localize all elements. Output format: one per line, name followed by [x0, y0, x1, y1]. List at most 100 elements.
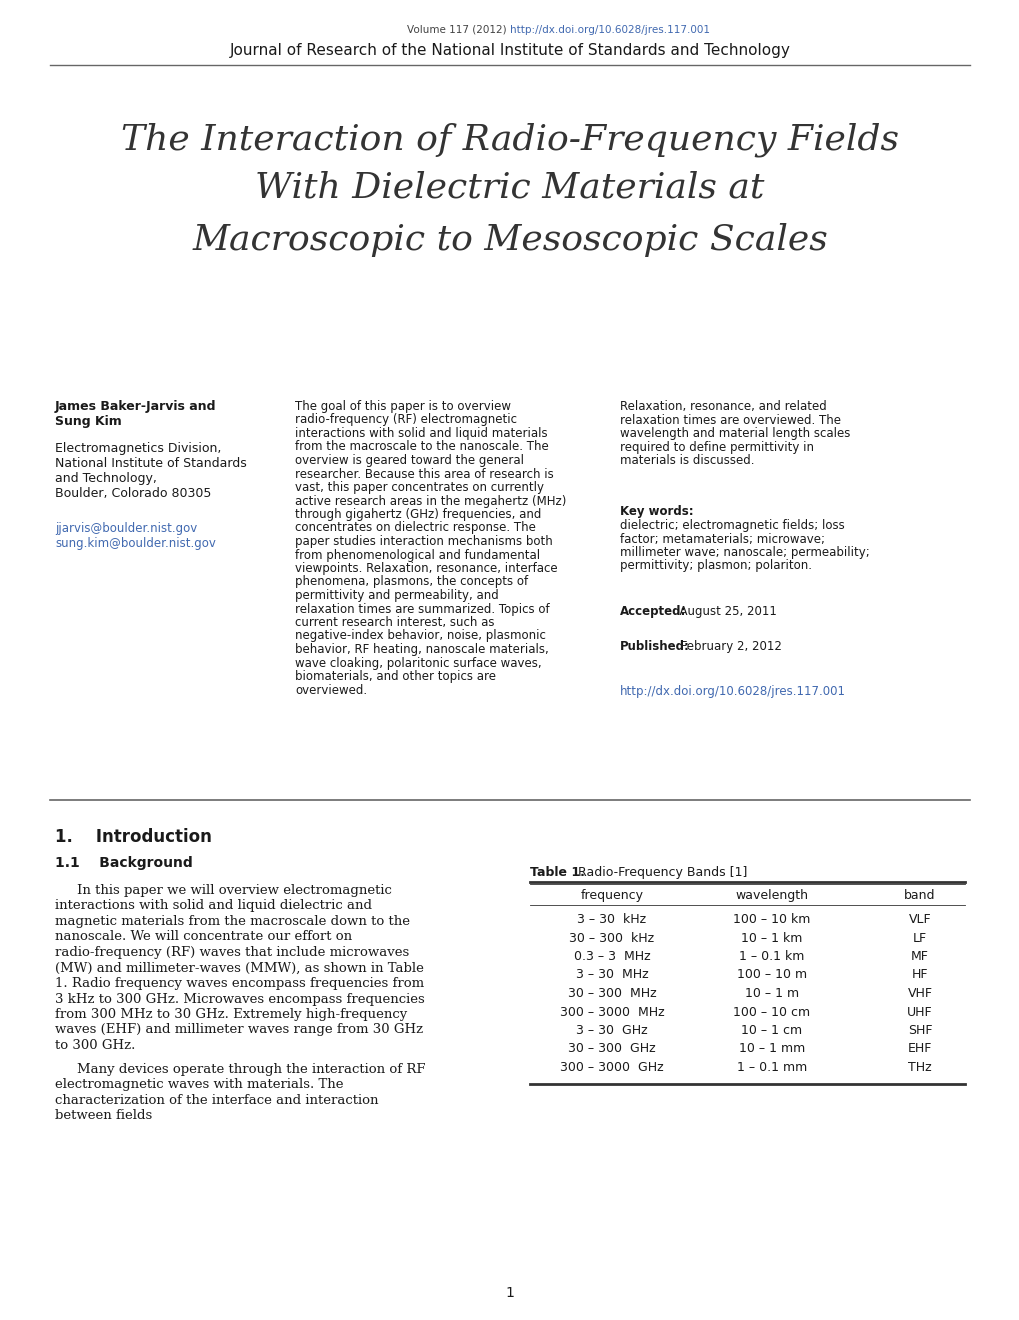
Text: behavior, RF heating, nanoscale materials,: behavior, RF heating, nanoscale material… [294, 643, 548, 656]
Text: between fields: between fields [55, 1109, 152, 1122]
Text: Journal of Research of the National Institute of Standards and Technology: Journal of Research of the National Inst… [229, 42, 790, 58]
Text: Accepted:: Accepted: [620, 605, 686, 618]
Text: frequency: frequency [580, 888, 643, 902]
Text: relaxation times are summarized. Topics of: relaxation times are summarized. Topics … [294, 602, 549, 615]
Text: biomaterials, and other topics are: biomaterials, and other topics are [294, 671, 495, 682]
Text: 300 – 3000  GHz: 300 – 3000 GHz [559, 1061, 663, 1074]
Text: electromagnetic waves with materials. The: electromagnetic waves with materials. Th… [55, 1078, 343, 1092]
Text: Radio-Frequency Bands [1]: Radio-Frequency Bands [1] [570, 866, 747, 879]
Text: and Technology,: and Technology, [55, 473, 157, 484]
Text: nanoscale. We will concentrate our effort on: nanoscale. We will concentrate our effor… [55, 931, 352, 944]
Text: millimeter wave; nanoscale; permeability;: millimeter wave; nanoscale; permeability… [620, 546, 869, 558]
Text: 3 kHz to 300 GHz. Microwaves encompass frequencies: 3 kHz to 300 GHz. Microwaves encompass f… [55, 993, 424, 1006]
Text: EHF: EHF [907, 1043, 931, 1056]
Text: radio-frequency (RF) waves that include microwaves: radio-frequency (RF) waves that include … [55, 946, 409, 960]
Text: 30 – 300  kHz: 30 – 300 kHz [569, 932, 654, 945]
Text: overviewed.: overviewed. [294, 684, 367, 697]
Text: The goal of this paper is to overview: The goal of this paper is to overview [294, 400, 511, 413]
Text: VLF: VLF [908, 913, 930, 927]
Text: materials is discussed.: materials is discussed. [620, 454, 754, 467]
Text: radio-frequency (RF) electromagnetic: radio-frequency (RF) electromagnetic [294, 413, 517, 426]
Text: National Institute of Standards: National Institute of Standards [55, 457, 247, 470]
Text: Macroscopic to Mesoscopic Scales: Macroscopic to Mesoscopic Scales [192, 223, 827, 257]
Text: to 300 GHz.: to 300 GHz. [55, 1039, 136, 1052]
Text: 1 – 0.1 km: 1 – 0.1 km [739, 950, 804, 964]
Text: phenomena, plasmons, the concepts of: phenomena, plasmons, the concepts of [294, 576, 528, 589]
Text: Key words:: Key words: [620, 506, 693, 517]
Text: LF: LF [912, 932, 926, 945]
Text: February 2, 2012: February 2, 2012 [677, 640, 782, 653]
Text: waves (EHF) and millimeter waves range from 30 GHz: waves (EHF) and millimeter waves range f… [55, 1023, 423, 1036]
Text: 30 – 300  GHz: 30 – 300 GHz [568, 1043, 655, 1056]
Text: 1: 1 [505, 1286, 514, 1300]
Text: current research interest, such as: current research interest, such as [294, 616, 494, 630]
Text: interactions with solid and liquid dielectric and: interactions with solid and liquid diele… [55, 899, 372, 912]
Text: 10 – 1 m: 10 – 1 m [744, 987, 798, 1001]
Text: overview is geared toward the general: overview is geared toward the general [294, 454, 524, 467]
Text: August 25, 2011: August 25, 2011 [672, 605, 776, 618]
Text: relaxation times are overviewed. The: relaxation times are overviewed. The [620, 413, 841, 426]
Text: negative-index behavior, noise, plasmonic: negative-index behavior, noise, plasmoni… [294, 630, 545, 643]
Text: Boulder, Colorado 80305: Boulder, Colorado 80305 [55, 487, 211, 500]
Text: wave cloaking, polaritonic surface waves,: wave cloaking, polaritonic surface waves… [294, 656, 541, 669]
Text: 100 – 10 m: 100 – 10 m [736, 969, 806, 982]
Text: 300 – 3000  MHz: 300 – 3000 MHz [559, 1006, 663, 1019]
Text: James Baker-Jarvis and: James Baker-Jarvis and [55, 400, 216, 413]
Text: Table 1.: Table 1. [530, 866, 584, 879]
Text: 3 – 30  MHz: 3 – 30 MHz [575, 969, 648, 982]
Text: 1 – 0.1 mm: 1 – 0.1 mm [736, 1061, 806, 1074]
Text: Many devices operate through the interaction of RF: Many devices operate through the interac… [76, 1063, 425, 1076]
Text: active research areas in the megahertz (MHz): active research areas in the megahertz (… [294, 495, 566, 507]
Text: (MW) and millimeter-waves (MMW), as shown in Table: (MW) and millimeter-waves (MMW), as show… [55, 961, 424, 974]
Text: permittivity; plasmon; polariton.: permittivity; plasmon; polariton. [620, 560, 811, 573]
Text: through gigahertz (GHz) frequencies, and: through gigahertz (GHz) frequencies, and [294, 508, 541, 521]
Text: MF: MF [910, 950, 928, 964]
Text: 1.1    Background: 1.1 Background [55, 855, 193, 870]
Text: dielectric; electromagnetic fields; loss: dielectric; electromagnetic fields; loss [620, 519, 844, 532]
Text: from 300 MHz to 30 GHz. Extremely high-frequency: from 300 MHz to 30 GHz. Extremely high-f… [55, 1008, 407, 1020]
Text: viewpoints. Relaxation, resonance, interface: viewpoints. Relaxation, resonance, inter… [294, 562, 557, 576]
Text: jjarvis@boulder.nist.gov: jjarvis@boulder.nist.gov [55, 521, 197, 535]
Text: 3 – 30  GHz: 3 – 30 GHz [576, 1024, 647, 1038]
Text: vast, this paper concentrates on currently: vast, this paper concentrates on current… [294, 480, 543, 494]
Text: 100 – 10 cm: 100 – 10 cm [733, 1006, 810, 1019]
Text: 1.    Introduction: 1. Introduction [55, 828, 212, 846]
Text: permittivity and permeability, and: permittivity and permeability, and [294, 589, 498, 602]
Text: SHF: SHF [907, 1024, 931, 1038]
Text: Published:: Published: [620, 640, 689, 653]
Text: interactions with solid and liquid materials: interactions with solid and liquid mater… [294, 426, 547, 440]
Text: With Dielectric Materials at: With Dielectric Materials at [255, 172, 764, 205]
Text: 3 – 30  kHz: 3 – 30 kHz [577, 913, 646, 927]
Text: http://dx.doi.org/10.6028/jres.117.001: http://dx.doi.org/10.6028/jres.117.001 [620, 685, 845, 698]
Text: from phenomenological and fundamental: from phenomenological and fundamental [294, 549, 540, 561]
Text: 0.3 – 3  MHz: 0.3 – 3 MHz [573, 950, 650, 964]
Text: THz: THz [907, 1061, 931, 1074]
Text: Volume 117 (2012): Volume 117 (2012) [407, 25, 510, 36]
Text: VHF: VHF [907, 987, 931, 1001]
Text: HF: HF [911, 969, 927, 982]
Text: In this paper we will overview electromagnetic: In this paper we will overview electroma… [76, 884, 391, 898]
Text: UHF: UHF [906, 1006, 932, 1019]
Text: factor; metamaterials; microwave;: factor; metamaterials; microwave; [620, 532, 824, 545]
Text: researcher. Because this area of research is: researcher. Because this area of researc… [294, 467, 553, 480]
Text: Sung Kim: Sung Kim [55, 414, 121, 428]
Text: 10 – 1 cm: 10 – 1 cm [741, 1024, 802, 1038]
Text: wavelength: wavelength [735, 888, 808, 902]
Text: paper studies interaction mechanisms both: paper studies interaction mechanisms bot… [294, 535, 552, 548]
Text: http://dx.doi.org/10.6028/jres.117.001: http://dx.doi.org/10.6028/jres.117.001 [510, 25, 709, 36]
Text: 100 – 10 km: 100 – 10 km [733, 913, 810, 927]
Text: characterization of the interface and interaction: characterization of the interface and in… [55, 1093, 378, 1106]
Text: concentrates on dielectric response. The: concentrates on dielectric response. The [294, 521, 535, 535]
Text: sung.kim@boulder.nist.gov: sung.kim@boulder.nist.gov [55, 537, 216, 550]
Text: 1. Radio frequency waves encompass frequencies from: 1. Radio frequency waves encompass frequ… [55, 977, 424, 990]
Text: wavelength and material length scales: wavelength and material length scales [620, 426, 850, 440]
Text: 10 – 1 km: 10 – 1 km [741, 932, 802, 945]
Text: from the macroscale to the nanoscale. The: from the macroscale to the nanoscale. Th… [294, 441, 548, 454]
Text: 30 – 300  MHz: 30 – 300 MHz [568, 987, 655, 1001]
Text: Relaxation, resonance, and related: Relaxation, resonance, and related [620, 400, 826, 413]
Text: Electromagnetics Division,: Electromagnetics Division, [55, 442, 221, 455]
Text: required to define permittivity in: required to define permittivity in [620, 441, 813, 454]
Text: band: band [904, 888, 934, 902]
Text: magnetic materials from the macroscale down to the: magnetic materials from the macroscale d… [55, 915, 410, 928]
Text: 10 – 1 mm: 10 – 1 mm [738, 1043, 804, 1056]
